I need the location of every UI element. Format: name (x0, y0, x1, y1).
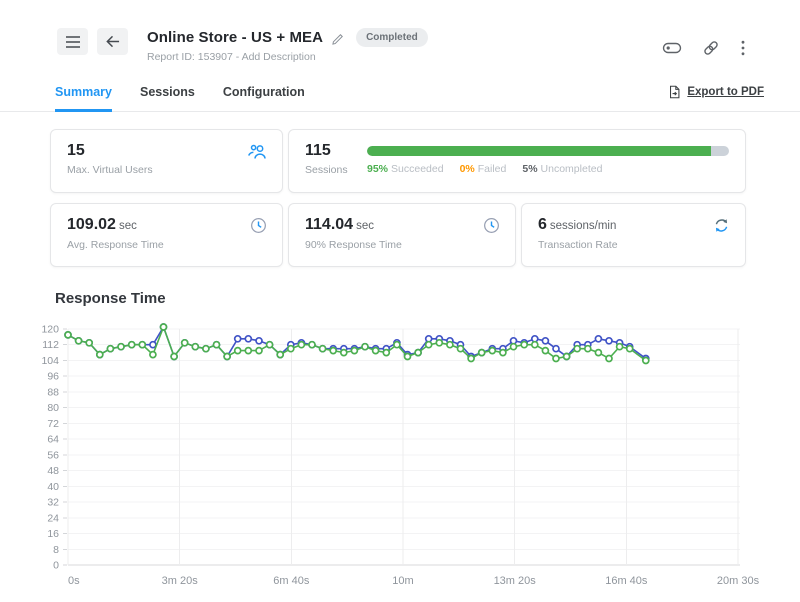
max-virtual-users-label: Max. Virtual Users (67, 164, 153, 176)
sessions-label: Sessions (305, 164, 348, 176)
kebab-menu-icon (741, 40, 745, 56)
export-pdf-button[interactable]: Export to PDF (667, 84, 764, 111)
transaction-rate-value: 6 sessions/min (538, 216, 617, 233)
legend-uncompleted: 5% Uncompleted (522, 163, 603, 175)
card-max-virtual-users: 15 Max. Virtual Users (50, 129, 283, 193)
response-time-chart: 0 8 16 24 32 40 48 56 64 72 80 88 96 104 112 120 0s 3m 20… (41, 323, 760, 587)
report-subtitle: Report ID: 153907 - Add Description (147, 51, 316, 63)
max-virtual-users-value: 15 (67, 142, 85, 159)
clock-icon (249, 216, 268, 240)
svg-text:24: 24 (47, 512, 59, 524)
svg-text:16: 16 (47, 528, 59, 540)
svg-text:3m 20s: 3m 20s (162, 575, 199, 587)
chart-title: Response Time (55, 290, 166, 307)
card-sessions: 115 Sessions 95% Succeeded 0% Failed 5% Unc… (288, 129, 746, 193)
sessions-progress-bar (367, 146, 729, 156)
virtual-users-icon (247, 142, 268, 166)
svg-text:96: 96 (47, 371, 59, 383)
sync-icon (712, 216, 731, 240)
card-transaction-rate: 6 sessions/min Transaction Rate (521, 203, 746, 267)
svg-text:88: 88 (47, 386, 59, 398)
more-options-button[interactable] (738, 37, 748, 59)
clock-icon (482, 216, 501, 240)
report-id: Report ID: 153907 (147, 51, 233, 63)
svg-text:8: 8 (53, 544, 59, 556)
tag-button[interactable] (660, 37, 684, 59)
edit-title-icon[interactable] (331, 31, 344, 45)
avg-response-time-label: Avg. Response Time (67, 239, 164, 251)
transaction-rate-label: Transaction Rate (538, 239, 618, 251)
svg-text:13m 20s: 13m 20s (494, 575, 537, 587)
legend-succeeded: 95% Succeeded (367, 163, 444, 175)
svg-text:64: 64 (47, 434, 59, 446)
copy-link-button[interactable] (699, 36, 723, 60)
summary-cards: 15 Max. Virtual Users 115 Sessions (0, 112, 800, 267)
svg-text:112: 112 (42, 339, 59, 351)
hamburger-icon (65, 35, 80, 48)
card-avg-response-time: 109.02 sec Avg. Response Time (50, 203, 283, 267)
tab-bar: Summary Sessions Configuration Export to… (0, 76, 800, 112)
p90-response-time-label: 90% Response Time (305, 239, 402, 251)
card-90-response-time: 114.04 sec 90% Response Time (288, 203, 516, 267)
svg-text:72: 72 (47, 418, 59, 430)
report-header: Online Store - US + MEA Completed Report… (0, 0, 800, 63)
sessions-progress-fill (367, 146, 711, 156)
svg-text:0s: 0s (68, 575, 80, 587)
page-title: Online Store - US + MEA (147, 29, 324, 46)
sessions-value: 115 (305, 142, 331, 159)
tag-icon (662, 42, 682, 54)
svg-text:16m 40s: 16m 40s (605, 575, 648, 587)
legend-failed: 0% Failed (459, 163, 507, 175)
status-badge: Completed (356, 28, 428, 47)
svg-text:120: 120 (41, 324, 59, 336)
tab-sessions[interactable]: Sessions (139, 85, 195, 99)
svg-text:40: 40 (47, 481, 59, 493)
tab-summary[interactable]: Summary (55, 76, 112, 112)
add-description-link[interactable]: Add Description (241, 51, 316, 63)
svg-text:10m: 10m (392, 575, 413, 587)
tab-configuration[interactable]: Configuration (222, 85, 305, 99)
link-icon (704, 41, 718, 55)
menu-button[interactable] (57, 28, 88, 55)
svg-text:20m 30s: 20m 30s (717, 575, 760, 587)
back-button[interactable] (97, 28, 128, 55)
svg-text:104: 104 (41, 355, 59, 367)
export-pdf-icon (670, 85, 680, 99)
svg-text:80: 80 (47, 402, 59, 414)
p90-response-time-value: 114.04 sec (305, 216, 374, 233)
svg-text:32: 32 (47, 497, 59, 509)
arrow-left-icon (106, 35, 120, 48)
avg-response-time-value: 109.02 sec (67, 216, 137, 233)
svg-text:6m 40s: 6m 40s (273, 575, 310, 587)
svg-text:56: 56 (47, 449, 59, 461)
svg-text:48: 48 (47, 465, 59, 477)
svg-text:0: 0 (53, 560, 59, 572)
sessions-legend: 95% Succeeded 0% Failed 5% Uncompleted (367, 163, 729, 175)
